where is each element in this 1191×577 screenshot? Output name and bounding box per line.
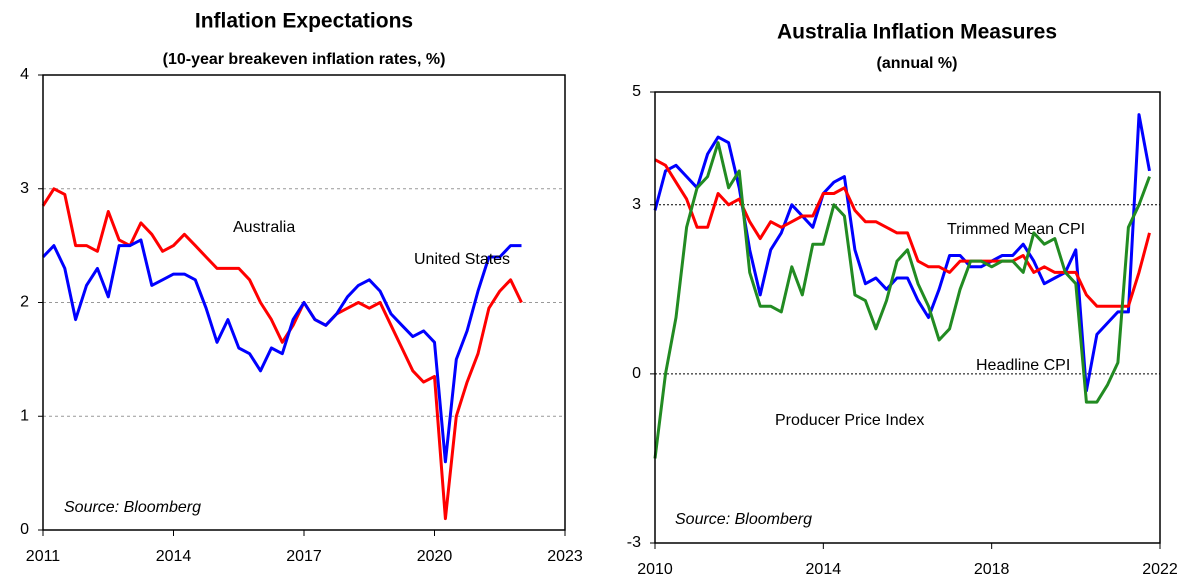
y-tick-label: 0 bbox=[20, 521, 29, 538]
x-tick-label: 2023 bbox=[547, 548, 583, 565]
y-tick-label: 0 bbox=[632, 365, 641, 382]
y-tick-label: 1 bbox=[20, 407, 29, 424]
chart-title: Australia Inflation Measures bbox=[777, 21, 1057, 44]
y-tick-label: 3 bbox=[20, 180, 29, 197]
series-label: Australia bbox=[233, 219, 295, 236]
data-line bbox=[653, 113, 1151, 393]
x-tick-label: 2014 bbox=[156, 548, 192, 565]
y-tick-label: -3 bbox=[627, 534, 641, 551]
x-tick-label: 2022 bbox=[1142, 561, 1178, 577]
plot-frame bbox=[654, 91, 1161, 544]
series-label: Headline CPI bbox=[976, 357, 1070, 374]
series-label: United States bbox=[414, 251, 510, 268]
series-label: Producer Price Index bbox=[775, 412, 924, 429]
chart-subtitle: (10-year breakeven inflation rates, %) bbox=[163, 51, 446, 68]
x-tick-label: 2020 bbox=[417, 548, 453, 565]
data-line bbox=[653, 141, 1151, 459]
y-tick-label: 5 bbox=[632, 83, 641, 100]
y-tick-label: 4 bbox=[20, 66, 29, 83]
x-tick-label: 2014 bbox=[806, 561, 842, 577]
annotation: Source: Bloomberg bbox=[675, 511, 812, 528]
chart-title: Inflation Expectations bbox=[195, 10, 413, 33]
y-tick-label: 2 bbox=[20, 294, 29, 311]
x-tick-label: 2017 bbox=[286, 548, 322, 565]
data-line bbox=[41, 187, 523, 521]
series-label: Trimmed Mean CPI bbox=[947, 221, 1085, 238]
plot-frame bbox=[42, 74, 566, 531]
annotation: Source: Bloomberg bbox=[64, 499, 201, 516]
y-tick-label: 3 bbox=[632, 196, 641, 213]
x-tick-label: 2018 bbox=[974, 561, 1010, 577]
x-tick-label: 2010 bbox=[637, 561, 673, 577]
x-tick-label: 2011 bbox=[26, 548, 61, 565]
data-line bbox=[41, 238, 522, 464]
chart-subtitle: (annual %) bbox=[877, 55, 958, 72]
